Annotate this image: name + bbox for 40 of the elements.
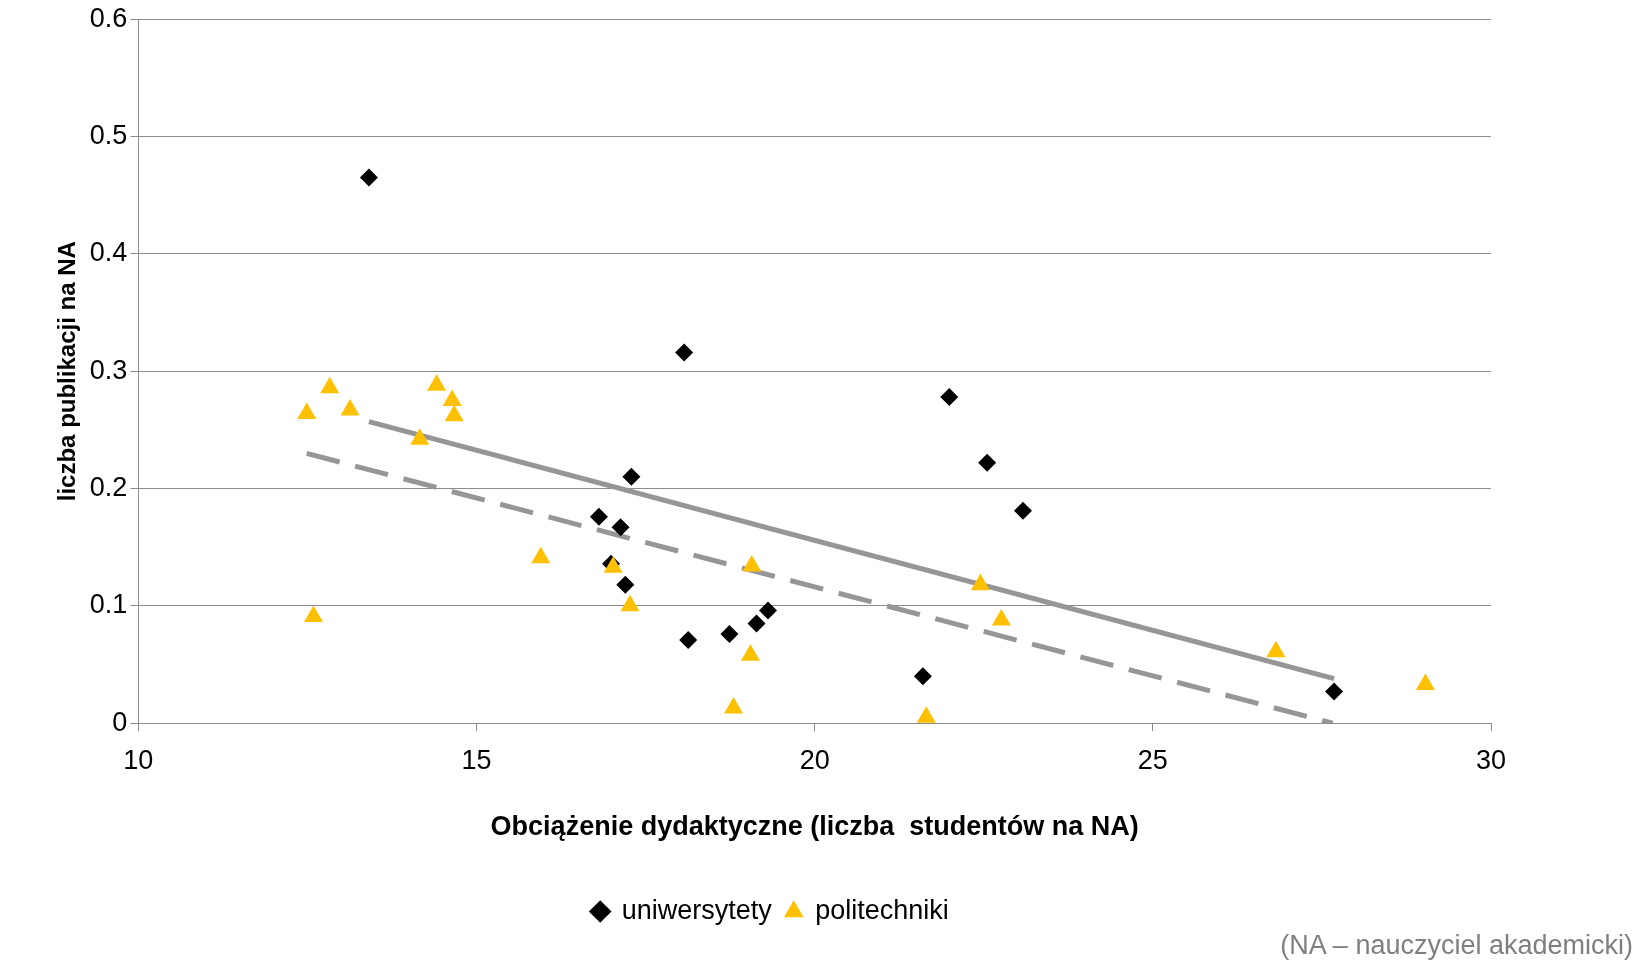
point: [1013, 501, 1032, 520]
x-tick-label: 10: [123, 744, 154, 775]
point: [723, 696, 744, 714]
legend-label: politechniki: [815, 894, 949, 925]
point: [427, 374, 447, 391]
point: [531, 546, 551, 564]
y-tick-label: 0.1: [89, 589, 128, 620]
point: [442, 389, 462, 407]
point: [978, 453, 997, 472]
point: [359, 168, 378, 187]
y-tick-label: 0.5: [89, 119, 128, 150]
x-axis-title: Obciążenie dydaktyczne (liczba studentów na NA): [490, 811, 1139, 842]
x-tick-label: 20: [799, 744, 830, 775]
point: [742, 554, 762, 572]
point: [1415, 673, 1435, 690]
x-tick-label: 15: [461, 744, 492, 775]
y-tick-label: 0.3: [89, 354, 128, 385]
point: [410, 428, 430, 445]
point: [916, 706, 936, 723]
point: [675, 343, 694, 362]
x-tick-label: 30: [1475, 744, 1507, 775]
y-tick-label: 0.2: [89, 471, 128, 502]
y-axis-title: liczba publikacji na NA: [53, 241, 81, 502]
y-tick-label: 0: [112, 706, 128, 737]
point: [303, 605, 324, 622]
legend-label: uniwersytety: [621, 894, 773, 925]
point: [970, 573, 990, 591]
point: [320, 376, 340, 394]
y-tick-label: 0.6: [89, 2, 128, 33]
point: [991, 608, 1011, 626]
point: [297, 402, 317, 419]
point: [622, 467, 641, 486]
point: [740, 644, 760, 661]
point: [340, 398, 360, 416]
point: [620, 594, 640, 612]
y-tick-label: 0.4: [89, 237, 128, 268]
text: (NA – nauczyciel akademicki): [1280, 930, 1633, 961]
x-tick-label: 25: [1137, 744, 1168, 775]
point: [444, 404, 464, 422]
point: [1266, 640, 1286, 658]
